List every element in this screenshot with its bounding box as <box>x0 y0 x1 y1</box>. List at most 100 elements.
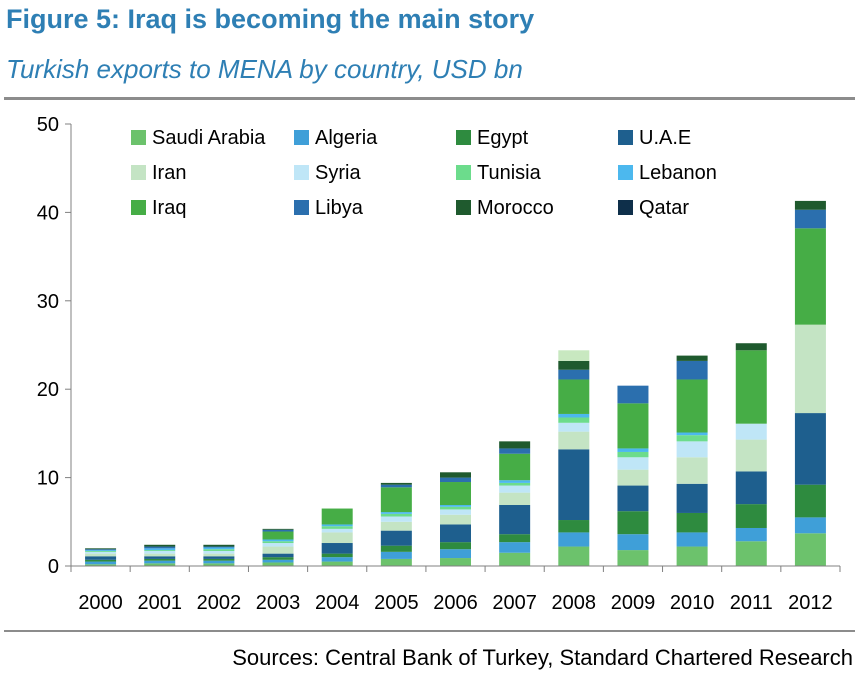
bar-segment <box>262 541 294 544</box>
bar-segment <box>558 379 590 414</box>
bar-segment <box>144 560 176 564</box>
y-tick-label: 30 <box>37 291 59 313</box>
bar-segment <box>440 542 471 550</box>
bar-segment <box>676 360 708 380</box>
bar-segment <box>85 553 117 557</box>
bar-segment <box>203 553 235 557</box>
bar-segment <box>380 530 412 546</box>
x-tick-label: 2011 <box>730 592 773 614</box>
bar-segment <box>676 441 708 458</box>
bar-segment <box>144 546 176 549</box>
bar-segment <box>735 527 767 542</box>
legend-label: U.A.E <box>639 127 691 149</box>
source-note: Sources: Central Bank of Turkey, Standar… <box>232 645 853 670</box>
bar-segment <box>262 557 294 560</box>
bar-segment <box>203 558 235 561</box>
bar-segment <box>558 422 590 432</box>
bar-segment <box>144 556 176 559</box>
bar-segment <box>321 543 353 554</box>
y-tick-label: 0 <box>48 556 59 578</box>
x-tick-label: 2004 <box>315 592 360 614</box>
bar-segment <box>558 431 590 450</box>
bar-segment <box>794 200 826 210</box>
legend-swatch <box>456 165 471 180</box>
bar-segment <box>262 562 294 566</box>
bar-segment <box>380 521 412 531</box>
legend-swatch <box>131 200 146 215</box>
chart-title: Figure 5: Iraq is becoming the main stor… <box>6 4 535 34</box>
x-tick-label: 2008 <box>552 592 597 614</box>
bar-segment <box>499 492 531 506</box>
bar-segment <box>380 487 412 513</box>
legend-label: Algeria <box>315 127 378 149</box>
bar-segment <box>203 563 235 566</box>
legend-swatch <box>618 130 633 145</box>
bar-segment <box>380 482 412 485</box>
bar-segment <box>617 511 649 535</box>
chart-subtitle: Turkish exports to MENA by country, USD … <box>6 54 523 84</box>
bar-segment <box>794 324 826 414</box>
legend-swatch <box>131 165 146 180</box>
bar-segment <box>321 526 353 529</box>
bar-segment <box>440 506 471 510</box>
legend-swatch <box>131 130 146 145</box>
x-tick-label: 2002 <box>197 592 242 614</box>
bar-segment <box>617 457 649 470</box>
bar-segment <box>676 483 708 513</box>
bar-segment <box>735 439 767 472</box>
top-divider <box>4 97 855 100</box>
y-axis: 0 10 20 30 40 50 <box>37 114 72 578</box>
bar-segment <box>144 553 176 557</box>
bar-segment <box>735 541 767 566</box>
legend-swatch <box>456 200 471 215</box>
bar-segment <box>321 561 353 566</box>
bar-segment <box>676 432 708 436</box>
bar-segment <box>380 513 412 517</box>
bar-segment <box>262 543 294 547</box>
bar-segment <box>499 480 531 483</box>
bar-segment <box>321 532 353 544</box>
bar-segment <box>617 403 649 449</box>
bar-segment <box>321 508 353 525</box>
bar-segment <box>380 484 412 488</box>
bar-segment <box>85 551 117 554</box>
bar-segment <box>85 556 117 560</box>
chart-legend: Saudi Arabia Algeria Egypt U.A.E Iran Syria Tu… <box>131 127 717 219</box>
bar-segment <box>676 355 708 361</box>
legend-swatch <box>618 200 633 215</box>
legend-swatch <box>294 200 309 215</box>
x-tick-label: 2005 <box>374 592 419 614</box>
bar-segment <box>558 449 590 521</box>
bar-segment <box>440 514 471 525</box>
bar-segment <box>380 558 412 566</box>
bar-segment <box>321 528 353 533</box>
legend-label: Morocco <box>477 197 554 219</box>
legend-label: Syria <box>315 162 361 184</box>
legend-label: Lebanon <box>639 162 717 184</box>
bar-segment <box>735 471 767 505</box>
bar-segment <box>203 550 235 554</box>
bar-segment <box>203 549 235 551</box>
bar-segment <box>203 560 235 564</box>
bar-segment <box>499 441 531 449</box>
bar-segment <box>85 549 117 551</box>
bar-segment <box>85 559 117 562</box>
bar-segment <box>203 556 235 559</box>
y-tick-label: 40 <box>37 202 59 224</box>
x-tick-label: 2001 <box>137 592 182 614</box>
x-tick-label: 2012 <box>788 592 833 614</box>
bar-segment <box>85 564 117 566</box>
legend-swatch <box>456 130 471 145</box>
bar-segment <box>794 484 826 518</box>
bar-segment <box>262 539 294 542</box>
bar-segment <box>440 472 471 478</box>
bar-segment <box>499 542 531 553</box>
bar-segment <box>558 360 590 370</box>
stacked-bar-chart: 0 10 20 30 40 50 2000 2001 2002 2003 2004 2005 2006… <box>37 114 841 614</box>
bar-segment <box>440 505 471 507</box>
legend-swatch <box>294 130 309 145</box>
bar-segment <box>617 485 649 512</box>
x-tick-label: 2009 <box>611 592 656 614</box>
bar-segment <box>676 379 708 433</box>
bar-segment <box>440 558 471 566</box>
